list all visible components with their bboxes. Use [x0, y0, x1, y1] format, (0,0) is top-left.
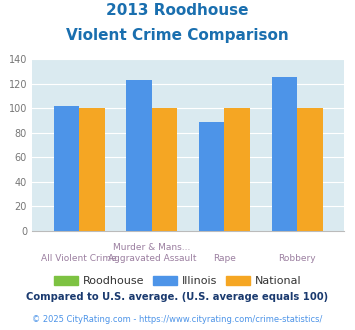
Text: Aggravated Assault: Aggravated Assault — [108, 254, 196, 263]
Text: Rape: Rape — [213, 254, 236, 263]
Bar — [272, 77, 297, 231]
Bar — [79, 109, 105, 231]
Bar — [54, 106, 79, 231]
Text: © 2025 CityRating.com - https://www.cityrating.com/crime-statistics/: © 2025 CityRating.com - https://www.city… — [32, 315, 323, 324]
Text: Violent Crime Comparison: Violent Crime Comparison — [66, 28, 289, 43]
Text: Robbery: Robbery — [278, 254, 316, 263]
Bar — [224, 109, 250, 231]
Bar — [152, 109, 177, 231]
Bar — [126, 80, 152, 231]
Legend: Roodhouse, Illinois, National: Roodhouse, Illinois, National — [49, 271, 306, 290]
Bar — [199, 122, 224, 231]
Bar — [297, 109, 323, 231]
Text: Murder & Mans...: Murder & Mans... — [113, 243, 191, 251]
Text: Compared to U.S. average. (U.S. average equals 100): Compared to U.S. average. (U.S. average … — [26, 292, 329, 302]
Text: All Violent Crime: All Violent Crime — [41, 254, 117, 263]
Text: 2013 Roodhouse: 2013 Roodhouse — [106, 3, 249, 18]
